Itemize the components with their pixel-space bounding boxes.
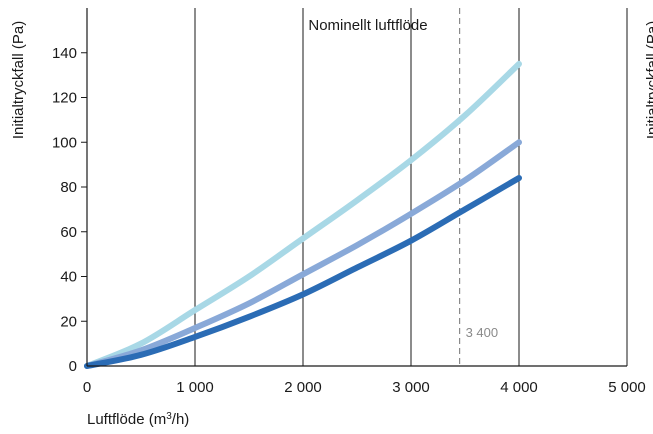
series-line-2 [84,175,522,369]
nominal-flow-label: Nominellt luftflöde [308,17,427,34]
series-line-0 [84,60,522,369]
axes [86,8,627,367]
x-tick-label-2: 2 000 [284,379,322,396]
y-tick-labels: 0 20 40 60 80 100 120 140 [52,45,87,375]
y-tick-label-2: 40 [60,269,77,286]
y-axis-title: Initialtryckfall (Pa) [10,21,27,139]
series-line-1 [84,139,522,369]
x-tick-label-1: 1 000 [176,379,214,396]
y-tick-label-4: 80 [60,179,77,196]
x-axis-title-prefix: Luftflöde (m [87,411,166,428]
y-axis-title-right-cropped: Initialtryckfall (Pa) [644,21,653,139]
reference-line-group: Nominellt luftflöde 3 400 [308,8,498,366]
x-tick-label-3: 3 000 [392,379,430,396]
x-tick-label-4: 4 000 [500,379,538,396]
x-axis-title-suffix: /h) [172,411,190,428]
x-tick-label-5: 5 000 [608,379,646,396]
y-tick-label-0: 0 [69,358,77,375]
series-group [84,60,522,369]
x-tick-label-0: 0 [83,379,91,396]
y-tick-label-3: 60 [60,224,77,241]
y-tick-label-7: 140 [52,45,77,62]
x-axis-title-superscript: 3 [166,411,172,422]
y-tick-label-1: 20 [60,313,77,330]
y-tick-label-5: 100 [52,134,77,151]
x-tick-labels: 0 1 000 2 000 3 000 4 000 5 000 [83,379,646,396]
x-axis-title: Luftflöde (m3/h) [87,411,189,429]
y-tick-label-6: 120 [52,90,77,107]
nominal-flow-value: 3 400 [466,325,499,340]
